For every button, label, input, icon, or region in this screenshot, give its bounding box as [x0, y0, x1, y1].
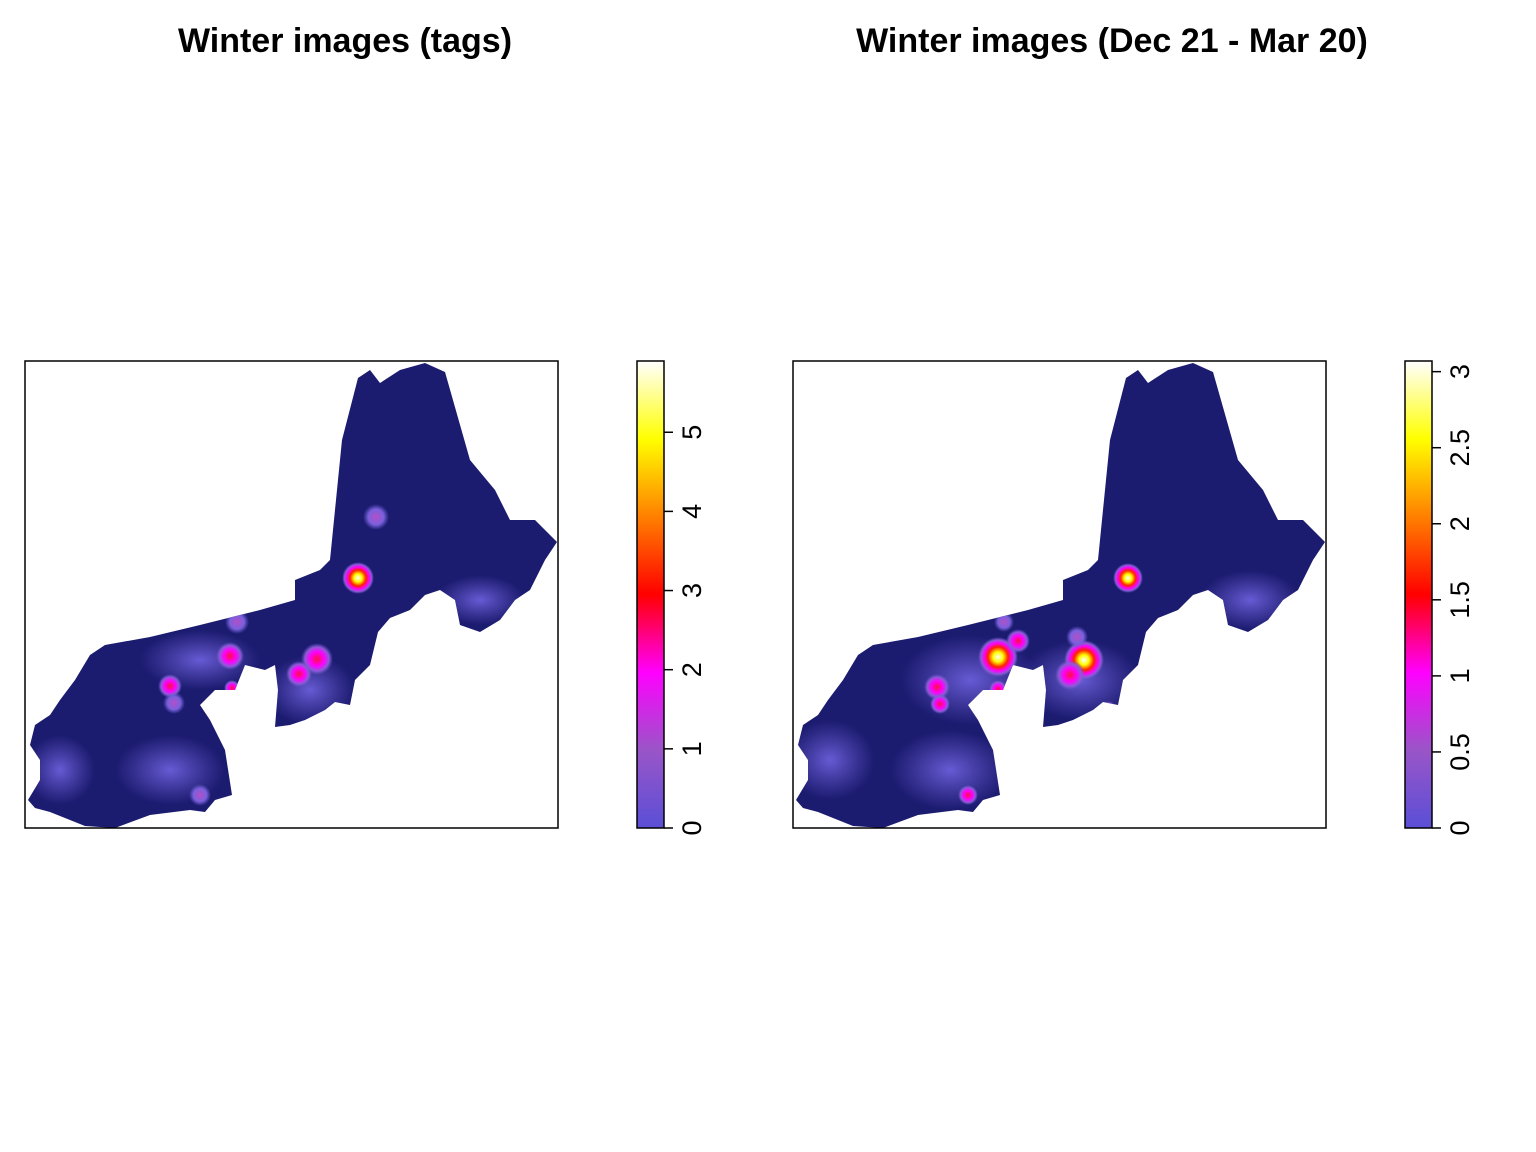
tick-label: 0.5 — [1445, 733, 1475, 771]
tick-label: 4 — [677, 504, 707, 519]
tick-label: 1.5 — [1445, 581, 1475, 619]
tick-label: 3 — [1445, 364, 1475, 379]
plot-frame — [24, 360, 559, 829]
tick-label: 2 — [677, 662, 707, 677]
tick-label: 3 — [677, 583, 707, 598]
colorbar — [636, 360, 665, 829]
tick-label: 1 — [677, 741, 707, 756]
tick-label: 2.5 — [1445, 429, 1475, 467]
tick-label: 0 — [677, 820, 707, 835]
tick-label: 5 — [677, 425, 707, 440]
panel-title: Winter images (tags) — [178, 22, 512, 60]
tick-label: 1 — [1445, 668, 1475, 683]
plot-frame — [792, 360, 1327, 829]
tick-label: 0 — [1445, 820, 1475, 835]
panel-title: Winter images (Dec 21 - Mar 20) — [856, 22, 1368, 60]
tick-label: 2 — [1445, 516, 1475, 531]
colorbar — [1404, 360, 1433, 829]
